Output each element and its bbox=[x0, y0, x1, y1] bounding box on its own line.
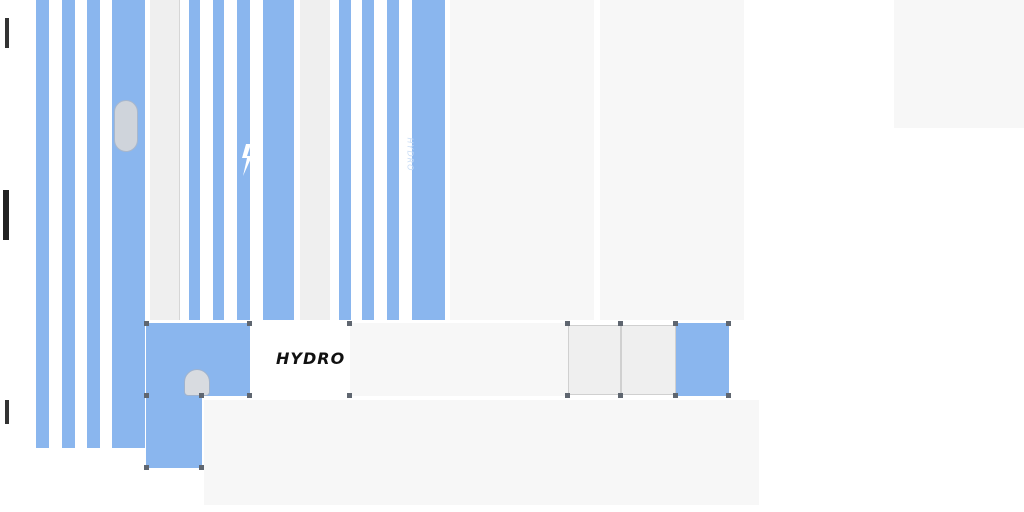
grey-block-a bbox=[568, 325, 621, 395]
lightning-logo-icon bbox=[240, 144, 260, 176]
side-panel-grey-2 bbox=[300, 0, 330, 320]
cuff-block bbox=[676, 323, 729, 396]
body-striped-panel-right: HYDRO bbox=[337, 0, 445, 320]
uv-marker-icon bbox=[144, 465, 149, 470]
collar-hole-icon bbox=[114, 100, 138, 152]
uv-marker-icon bbox=[673, 393, 678, 398]
uv-marker-icon bbox=[347, 393, 352, 398]
body-stripe-wide bbox=[263, 0, 294, 320]
uv-marker-icon bbox=[199, 465, 204, 470]
hydro-logo-text: HYDRO bbox=[276, 349, 346, 368]
lower-blue-block bbox=[146, 396, 202, 468]
body-stripe bbox=[213, 0, 224, 320]
seam-mark bbox=[5, 400, 9, 424]
body-stripe bbox=[189, 0, 200, 320]
uv-marker-icon bbox=[347, 321, 352, 326]
uv-marker-icon bbox=[247, 393, 252, 398]
lower-plain-panel bbox=[204, 400, 759, 505]
body-striped-panel-middle bbox=[187, 0, 294, 320]
uv-marker-icon bbox=[144, 321, 149, 326]
body-stripe bbox=[339, 0, 351, 320]
plain-panel-c bbox=[894, 0, 1024, 128]
uv-marker-icon bbox=[199, 393, 204, 398]
uv-marker-icon bbox=[673, 321, 678, 326]
logo-panel: HYDRO bbox=[250, 323, 350, 396]
plain-panel-a bbox=[450, 0, 594, 320]
uv-marker-icon bbox=[565, 393, 570, 398]
uv-marker-icon bbox=[726, 321, 731, 326]
sleeve-mark-text: HYDRO bbox=[405, 137, 415, 172]
body-stripe bbox=[387, 0, 399, 320]
uv-marker-icon bbox=[565, 321, 570, 326]
seam-mark bbox=[5, 18, 9, 48]
uv-marker-icon bbox=[726, 393, 731, 398]
body-striped-panel-left bbox=[0, 0, 146, 448]
collar-hole-icon bbox=[184, 369, 210, 396]
plain-panel-b bbox=[600, 0, 744, 320]
body-stripe-wide bbox=[112, 0, 145, 448]
grey-block-b bbox=[621, 325, 676, 395]
body-stripe bbox=[237, 0, 250, 320]
body-stripe bbox=[36, 0, 49, 448]
uv-marker-icon bbox=[618, 321, 623, 326]
collar-block bbox=[146, 323, 250, 396]
body-stripe bbox=[87, 0, 100, 448]
body-stripe bbox=[362, 0, 374, 320]
body-stripe bbox=[62, 0, 75, 448]
uv-marker-icon bbox=[618, 393, 623, 398]
body-stripe-wide bbox=[412, 0, 445, 320]
seam-mark bbox=[3, 190, 9, 240]
uv-marker-icon bbox=[247, 321, 252, 326]
uv-marker-icon bbox=[144, 393, 149, 398]
side-panel-grey bbox=[150, 0, 180, 320]
bottom-plain-strip bbox=[350, 323, 568, 396]
